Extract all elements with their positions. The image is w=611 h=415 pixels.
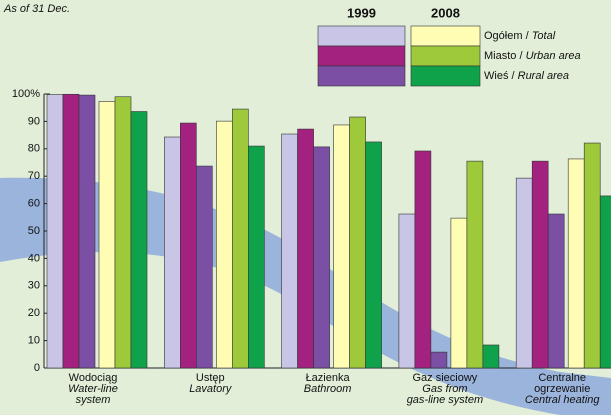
bar — [180, 123, 196, 368]
y-tick-label: 40 — [28, 252, 40, 264]
bar — [467, 161, 483, 368]
bar — [548, 214, 564, 368]
legend-label: Wieś / Rural area — [484, 70, 569, 82]
bar — [415, 151, 431, 368]
legend-name-en: Total — [532, 30, 556, 42]
bar — [99, 101, 115, 368]
legend-label: Ogółem / Total — [484, 30, 556, 42]
bar — [164, 137, 180, 368]
bar — [79, 95, 95, 368]
bar — [115, 97, 131, 368]
bar — [532, 161, 548, 368]
bar — [350, 117, 366, 368]
y-tick-label: 60 — [28, 198, 40, 210]
bar — [600, 196, 611, 368]
bar — [451, 218, 467, 368]
legend-swatch — [318, 26, 405, 46]
y-tick-label: 30 — [28, 280, 40, 292]
y-tick-label: 80 — [28, 143, 40, 155]
legend-name-en: Rural area — [518, 70, 569, 82]
bar — [131, 112, 147, 368]
legend-label: Miasto / Urban area — [484, 50, 581, 62]
bar — [248, 146, 264, 368]
x-tick-label-en: system — [76, 394, 111, 406]
legend-swatch — [318, 46, 405, 66]
bar — [196, 166, 212, 368]
bar — [282, 134, 298, 368]
legend-swatch — [411, 66, 480, 86]
bar — [63, 94, 79, 368]
x-tick-label-en: Central heating — [525, 394, 600, 406]
note: As of 31 Dec. — [3, 3, 70, 15]
bar — [431, 352, 447, 368]
y-tick-label: 0 — [34, 362, 40, 374]
legend-swatch — [411, 26, 480, 46]
x-tick-label-en: Bathroom — [304, 383, 352, 395]
bar — [584, 143, 600, 368]
legend-name: Ogółem — [484, 30, 523, 42]
bar — [47, 95, 63, 368]
bar — [568, 159, 584, 368]
legend-group-title: 1999 — [347, 5, 376, 20]
y-tick-label: 20 — [28, 307, 40, 319]
bar — [366, 142, 382, 368]
legend-group-title: 2008 — [431, 5, 460, 20]
bar — [483, 345, 499, 368]
y-tick-label: 100% — [12, 88, 40, 100]
y-tick-label: 10 — [28, 335, 40, 347]
legend-name-en: Urban area — [526, 50, 581, 62]
legend-name: Wieś — [484, 70, 509, 82]
bar — [314, 147, 330, 368]
y-tick-label: 50 — [28, 225, 40, 237]
bar — [399, 214, 415, 368]
bar — [516, 178, 532, 368]
x-tick-label-en: gas-line system — [407, 394, 483, 406]
bar — [232, 109, 248, 368]
bar — [298, 129, 314, 368]
x-tick-label-en: Lavatory — [189, 383, 233, 395]
y-tick-label: 70 — [28, 170, 40, 182]
legend-swatch — [318, 66, 405, 86]
bar — [334, 125, 350, 368]
bar — [216, 121, 232, 368]
y-tick-label: 90 — [28, 115, 40, 127]
chart: As of 31 Dec. 0102030405060708090100%Wod… — [0, 0, 611, 415]
legend-swatch — [411, 46, 480, 66]
legend-name: Miasto — [484, 50, 516, 62]
